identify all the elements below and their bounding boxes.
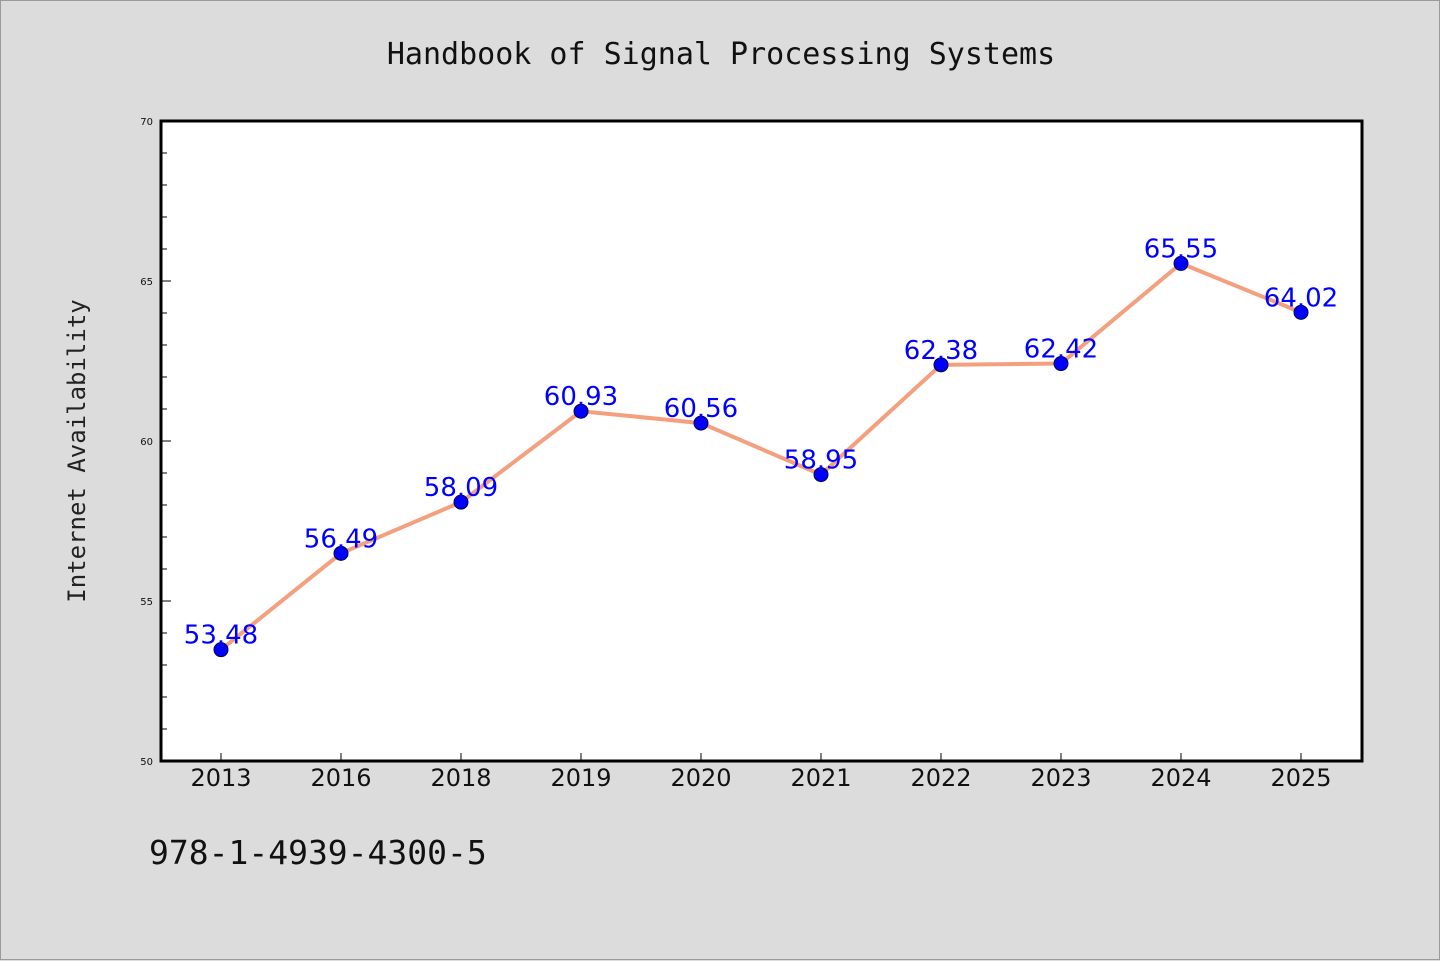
- x-tick-label: 2022: [910, 764, 971, 792]
- series-line: [219, 261, 1303, 652]
- data-point: [1293, 304, 1309, 320]
- data-label: 60.93: [544, 382, 618, 412]
- data-label: 58.09: [424, 473, 498, 503]
- y-tick-label: 65: [140, 277, 153, 288]
- data-label: 65.55: [1144, 234, 1218, 264]
- plot-area: [159, 119, 1364, 763]
- isbn-code: 978-1-4939-4300-5: [149, 833, 487, 872]
- data-label: 60.56: [664, 394, 738, 424]
- data-point: [1173, 255, 1189, 271]
- y-tick-label: 50: [140, 757, 153, 768]
- data-label: 58.95: [784, 446, 858, 476]
- data-label: 62.38: [904, 336, 978, 366]
- series-layer: [213, 255, 1309, 658]
- data-label: 64.02: [1264, 283, 1338, 313]
- x-tick-label: 2020: [670, 764, 731, 792]
- data-point: [573, 403, 589, 419]
- data-point: [1053, 356, 1069, 372]
- y-axis-label: Internet Availability: [63, 299, 91, 602]
- data-label: 62.42: [1024, 335, 1098, 365]
- data-point: [333, 545, 349, 561]
- data-label: 53.48: [184, 621, 258, 651]
- x-tick-label: 2018: [430, 764, 491, 792]
- x-tick-label: 2023: [1030, 764, 1091, 792]
- x-tick-label: 2025: [1270, 764, 1331, 792]
- y-axis: 50 55 60 65 70: [140, 117, 171, 768]
- data-point: [453, 494, 469, 510]
- x-tick-label: 2024: [1150, 764, 1211, 792]
- data-point: [213, 642, 229, 658]
- x-tick-label: 2019: [550, 764, 611, 792]
- y-tick-label: 60: [140, 437, 153, 448]
- chart-title: Handbook of Signal Processing Systems: [387, 37, 1055, 72]
- x-tick-label: 2016: [310, 764, 371, 792]
- y-tick-label: 55: [140, 597, 153, 608]
- x-tick-label: 2013: [190, 764, 251, 792]
- x-axis: 2013 2016 2018 2019 2020 2021 2022 2023 2024 2025: [190, 753, 1332, 792]
- data-point: [933, 357, 949, 373]
- y-tick-label: 70: [140, 117, 153, 128]
- data-label: 56.49: [304, 524, 378, 554]
- data-labels: 53.48 56.49 58.09 60.93 60.56 58.95 62.38 62.42…: [184, 234, 1338, 650]
- x-tick-label: 2021: [790, 764, 851, 792]
- data-point: [693, 415, 709, 431]
- data-point: [813, 467, 829, 483]
